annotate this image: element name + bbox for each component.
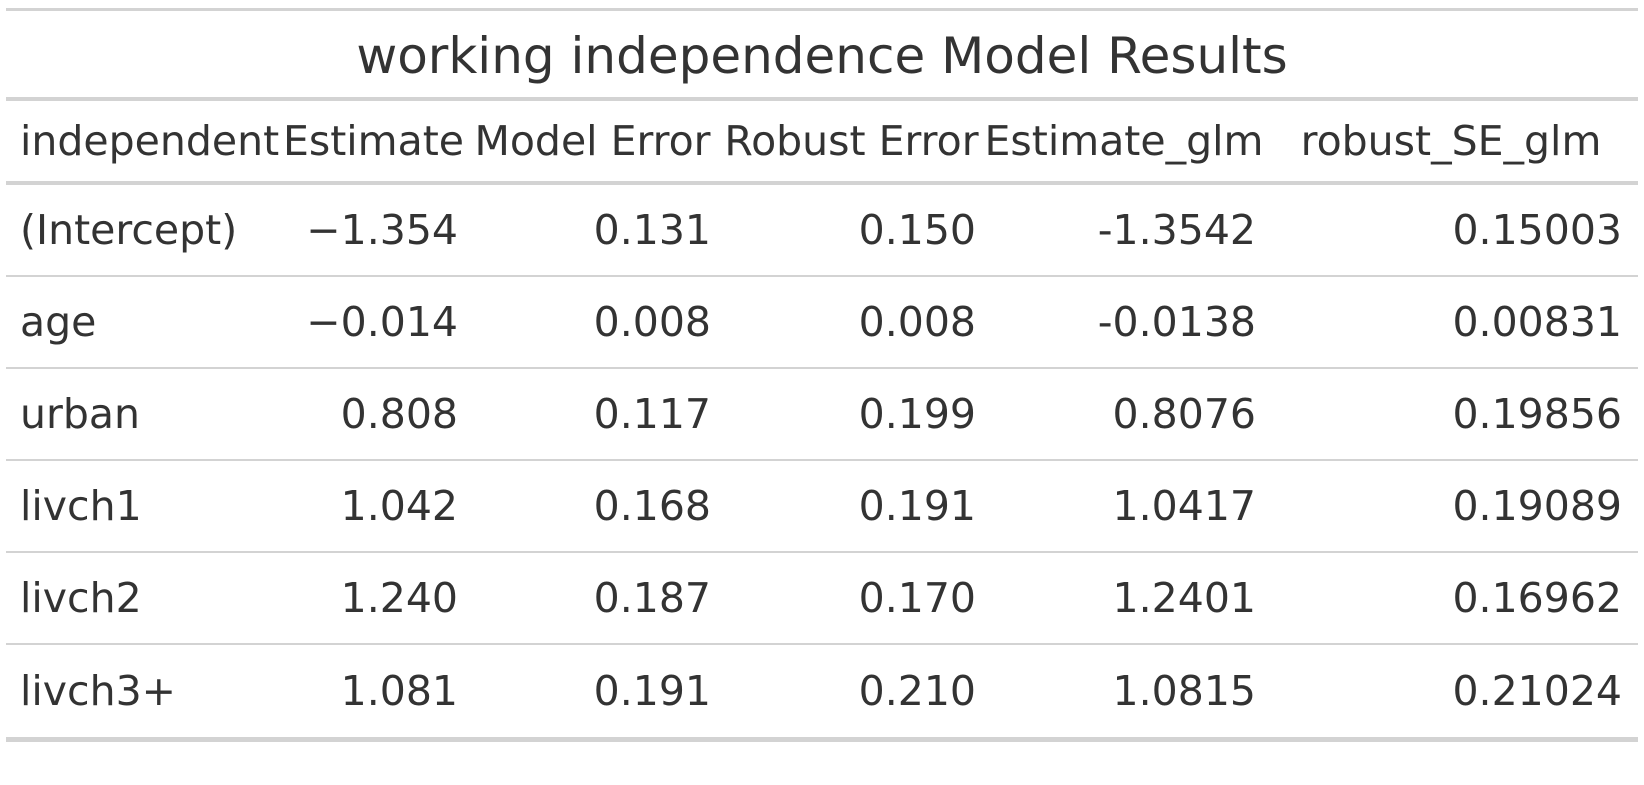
estimate-cell: 1.081 (340, 667, 458, 715)
table-row: livch2 1.240 0.187 0.170 1.2401 0.16962 (6, 553, 1638, 645)
row-label: livch1 (20, 482, 142, 530)
robust-se-glm-cell: 0.00831 (1452, 298, 1622, 346)
column-header-independent: independent (20, 117, 280, 165)
table-row: (Intercept) −1.354 0.131 0.150 -1.3542 0… (6, 185, 1638, 277)
robust-se-glm-cell: 0.15003 (1452, 206, 1622, 254)
robust-error-cell: 0.150 (858, 206, 976, 254)
estimate-glm-cell: -0.0138 (1097, 298, 1256, 346)
row-label: age (20, 298, 97, 346)
estimate-glm-cell: -1.3542 (1097, 206, 1256, 254)
estimate-cell: 1.042 (340, 482, 458, 530)
header-divider (6, 181, 1638, 185)
row-label: urban (20, 390, 140, 438)
table-top-rule (6, 8, 1638, 11)
table-row: age −0.014 0.008 0.008 -0.0138 0.00831 (6, 277, 1638, 369)
column-header-robust-error: Robust Error (724, 117, 979, 165)
column-header-model-error: Model Error (474, 117, 711, 165)
estimate-glm-cell: 1.0815 (1112, 667, 1256, 715)
table-bottom-rule (6, 737, 1638, 742)
model-error-cell: 0.191 (593, 667, 711, 715)
estimate-glm-cell: 1.0417 (1112, 482, 1256, 530)
estimate-cell: 1.240 (340, 574, 458, 622)
column-header-estimate: Estimate (282, 117, 465, 165)
robust-error-cell: 0.199 (858, 390, 976, 438)
table-row: livch3+ 1.081 0.191 0.210 1.0815 0.21024 (6, 645, 1638, 737)
column-header-robust-se-glm: robust_SE_glm (1300, 117, 1602, 165)
robust-error-cell: 0.008 (858, 298, 976, 346)
table-title: working independence Model Results (356, 27, 1288, 85)
row-label: livch2 (20, 574, 142, 622)
model-error-cell: 0.131 (593, 206, 711, 254)
estimate-glm-cell: 1.2401 (1112, 574, 1256, 622)
robust-error-cell: 0.170 (858, 574, 976, 622)
table-row: livch1 1.042 0.168 0.191 1.0417 0.19089 (6, 461, 1638, 553)
robust-error-cell: 0.191 (858, 482, 976, 530)
robust-se-glm-cell: 0.19089 (1452, 482, 1622, 530)
estimate-cell: −0.014 (306, 298, 458, 346)
table-header-row: independent Estimate Model Error Robust … (6, 101, 1638, 181)
estimate-cell: 0.808 (340, 390, 458, 438)
estimate-cell: −1.354 (306, 206, 458, 254)
model-error-cell: 0.008 (593, 298, 711, 346)
robust-se-glm-cell: 0.16962 (1452, 574, 1622, 622)
robust-se-glm-cell: 0.19856 (1452, 390, 1622, 438)
row-label: livch3+ (20, 667, 177, 715)
robust-error-cell: 0.210 (858, 667, 976, 715)
table-row: urban 0.808 0.117 0.199 0.8076 0.19856 (6, 369, 1638, 461)
model-error-cell: 0.168 (593, 482, 711, 530)
results-table: working independence Model Results indep… (6, 8, 1638, 742)
row-label: (Intercept) (20, 206, 238, 254)
estimate-glm-cell: 0.8076 (1112, 390, 1256, 438)
model-error-cell: 0.117 (593, 390, 711, 438)
model-error-cell: 0.187 (593, 574, 711, 622)
robust-se-glm-cell: 0.21024 (1452, 667, 1622, 715)
column-header-estimate-glm: Estimate_glm (984, 117, 1264, 165)
title-divider (6, 97, 1638, 101)
